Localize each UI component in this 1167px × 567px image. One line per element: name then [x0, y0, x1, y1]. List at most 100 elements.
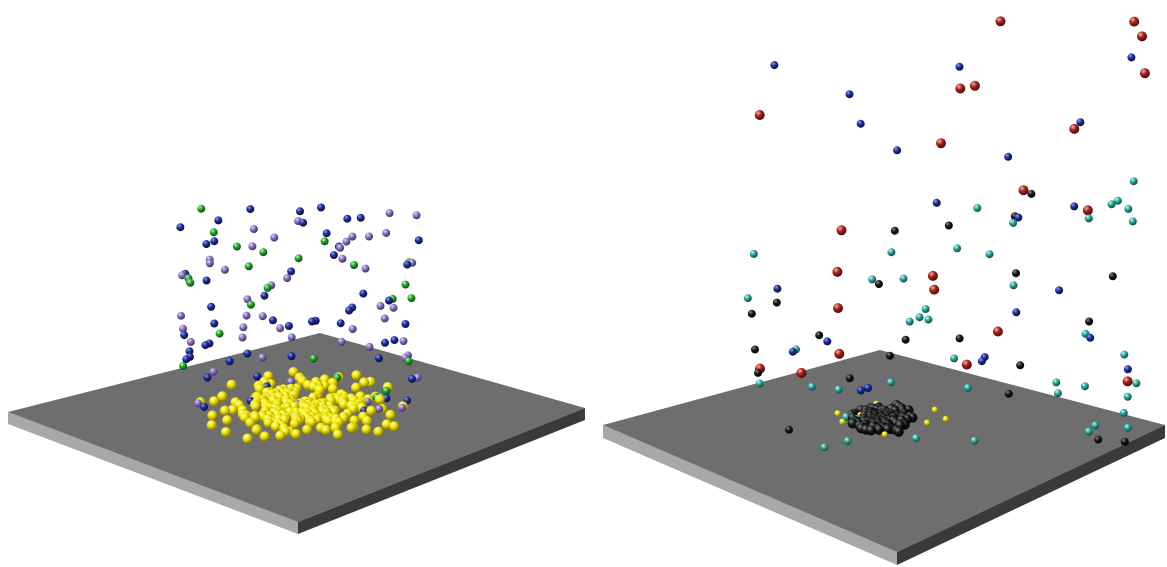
sphere: [953, 244, 961, 252]
sphere: [924, 420, 930, 426]
sphere: [350, 261, 358, 269]
sphere: [964, 384, 972, 392]
sphere: [1081, 382, 1089, 390]
sphere: [1124, 205, 1132, 213]
sphere: [342, 238, 350, 246]
sphere: [209, 396, 219, 406]
sphere: [302, 425, 312, 435]
scene: [0, 0, 1167, 567]
sphere: [402, 320, 410, 328]
sphere: [336, 244, 344, 252]
sphere: [933, 199, 941, 207]
sphere: [390, 304, 398, 312]
sphere: [756, 380, 764, 388]
sphere: [837, 225, 847, 235]
sphere: [287, 267, 295, 275]
sphere: [956, 63, 964, 71]
sphere: [1109, 272, 1117, 280]
sphere: [400, 337, 408, 345]
sphere: [835, 410, 841, 416]
sphere: [343, 215, 351, 223]
sphere: [377, 302, 385, 310]
sphere: [1124, 393, 1132, 401]
sphere: [1094, 436, 1102, 444]
sphere: [928, 271, 938, 281]
sphere: [338, 338, 346, 346]
sphere: [956, 334, 964, 342]
sphere: [186, 279, 194, 287]
sphere: [333, 430, 343, 440]
sphere: [259, 312, 267, 320]
sphere: [366, 343, 374, 351]
sphere: [1027, 190, 1035, 198]
sphere: [382, 229, 390, 237]
sphere: [233, 243, 241, 251]
sphere: [943, 416, 949, 422]
sphere: [330, 251, 338, 259]
sphere: [1085, 318, 1093, 326]
sphere: [857, 120, 865, 128]
sphere: [407, 294, 415, 302]
sphere: [246, 205, 254, 213]
sphere: [857, 387, 865, 395]
sphere: [1124, 365, 1132, 373]
sphere: [347, 423, 357, 433]
sphere: [751, 346, 759, 354]
sphere: [821, 443, 829, 451]
sphere: [210, 237, 218, 245]
sphere: [180, 331, 188, 339]
sphere: [900, 275, 908, 283]
sphere: [386, 209, 394, 217]
sphere: [1140, 68, 1150, 78]
sphere: [789, 348, 797, 356]
sphere: [929, 285, 939, 295]
sphere: [187, 338, 195, 346]
sphere: [250, 225, 258, 233]
sphere: [864, 384, 872, 392]
sphere: [206, 259, 214, 267]
sphere: [362, 416, 372, 426]
sphere: [177, 312, 185, 320]
sphere: [962, 360, 972, 370]
sphere: [950, 354, 958, 362]
sphere: [750, 250, 758, 258]
sphere: [351, 383, 361, 393]
sphere: [317, 204, 325, 212]
sphere: [1091, 421, 1099, 429]
sphere: [270, 234, 278, 242]
sphere: [993, 327, 1003, 337]
sphere: [337, 319, 345, 327]
sphere: [291, 429, 301, 439]
sphere: [269, 316, 277, 324]
sphere: [221, 427, 231, 437]
sphere: [1010, 281, 1018, 289]
sphere: [846, 374, 854, 382]
sphere: [1085, 214, 1093, 222]
sphere: [296, 207, 304, 215]
sphere: [345, 307, 353, 315]
sphere: [970, 81, 980, 91]
sphere: [1083, 205, 1093, 215]
sphere: [955, 84, 965, 94]
sphere: [227, 380, 237, 390]
sphere: [912, 434, 920, 442]
sphere: [1069, 124, 1079, 134]
slab-top: [603, 350, 1165, 552]
sphere: [299, 219, 307, 227]
sphere: [201, 341, 209, 349]
sphere: [415, 236, 423, 244]
sphere: [785, 426, 793, 434]
sphere: [932, 407, 938, 413]
sphere: [754, 369, 762, 377]
sphere: [389, 421, 399, 431]
sphere: [1009, 219, 1017, 227]
sphere: [971, 437, 979, 445]
sphere: [1076, 118, 1084, 126]
sphere: [375, 405, 383, 413]
sphere: [283, 274, 291, 282]
sphere: [210, 320, 218, 328]
sphere: [243, 434, 253, 444]
sphere: [222, 415, 232, 425]
sphere: [207, 420, 217, 430]
sphere: [755, 110, 765, 120]
